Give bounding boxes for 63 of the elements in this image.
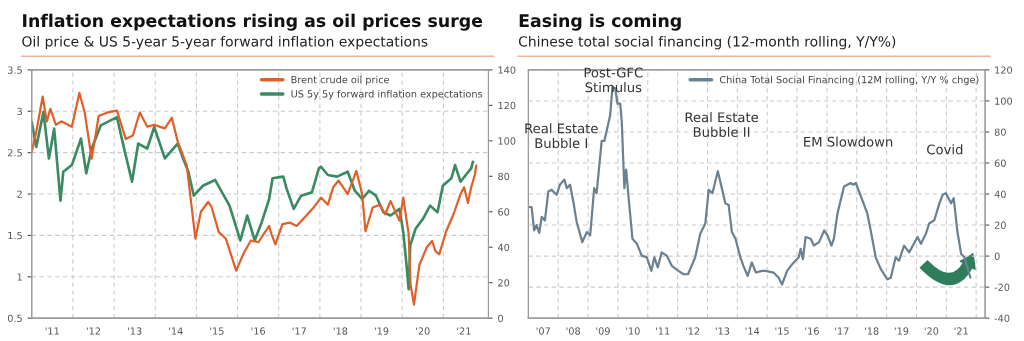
y2-tick-label: 0	[498, 314, 504, 322]
x-tick-label: '18	[333, 327, 348, 335]
y-tick-label: 3.5	[8, 66, 22, 74]
y2-tick-label: 20	[994, 221, 1006, 229]
x-tick-label: '12	[86, 327, 101, 335]
legend-label: Brent crude oil price	[291, 75, 389, 86]
x-tick-label: '11	[656, 327, 670, 335]
chart-subtitle: Chinese total social financing (12-month rolling, Y/Y%)	[518, 35, 896, 50]
y2-tick-label: 40	[994, 190, 1006, 198]
y2-tick-label: 80	[498, 172, 510, 181]
x-tick-label: '16	[805, 327, 819, 335]
y2-tick-label: 60	[498, 208, 510, 216]
chart-subtitle: Oil price & US 5-year 5-year forward inflation expectations	[22, 35, 428, 50]
y2-tick-label: 0	[994, 252, 1000, 260]
y-tick-label: 0.5	[7, 314, 22, 322]
y2-tick-label: -20	[994, 283, 1010, 291]
x-tick-label: '14	[745, 327, 760, 335]
x-tick-label: '10	[626, 327, 640, 335]
y2-tick-label: 100	[995, 97, 1013, 105]
x-tick-label: '12	[685, 327, 700, 335]
x-tick-label: '21	[954, 327, 968, 335]
y2-tick-label: 40	[497, 243, 510, 252]
y2-tick-label: 20	[498, 279, 510, 287]
y2-tick-label: 100	[498, 137, 516, 145]
y-tick-label: 2	[17, 190, 22, 198]
x-tick-label: '13	[715, 327, 730, 335]
y-tick-label: 1	[17, 273, 22, 281]
y2-tick-label: 120	[995, 66, 1013, 74]
annotation: Real Estate Bubble I	[525, 123, 598, 149]
annotation: EM Slowdown	[804, 136, 893, 147]
annotation: Post-GFC Stimulus	[584, 67, 643, 93]
line-series	[31, 110, 475, 291]
x-tick-label: '14	[169, 327, 183, 335]
x-tick-label: '21	[457, 327, 471, 335]
legend-label: US 5y 5y forward inflation expectations	[291, 90, 483, 100]
x-tick-label: '20	[924, 327, 939, 335]
x-tick-label: '08	[566, 327, 581, 335]
y2-tick-label: 80	[994, 128, 1006, 136]
y2-tick-label: 140	[498, 66, 516, 74]
y-tick-label: 1.5	[8, 232, 22, 240]
y-tick-label: 2.5	[7, 149, 22, 157]
x-tick-label: '07	[536, 327, 550, 335]
y2-tick-label: 60	[994, 159, 1006, 167]
x-tick-label: '17	[292, 327, 306, 335]
annotation: Real Estate Bubble II	[685, 111, 759, 137]
y-tick-label: 3	[17, 107, 22, 116]
annotation: Covid	[927, 144, 963, 155]
x-tick-label: '11	[45, 327, 59, 335]
x-tick-label: '15	[210, 327, 224, 335]
x-tick-label: '13	[128, 327, 142, 335]
x-tick-label: '15	[775, 327, 789, 335]
chart-title: Easing is coming	[519, 13, 681, 31]
x-tick-label: '20	[416, 327, 430, 335]
y2-tick-label: 120	[498, 101, 516, 110]
x-tick-label: '16	[251, 327, 266, 335]
x-tick-label: '18	[865, 327, 879, 335]
legend-label: China Total Social Financing (12M rolling, Y/Y % chge)	[719, 75, 979, 86]
x-tick-label: '17	[835, 327, 849, 335]
y2-tick-label: -40	[994, 314, 1010, 322]
x-tick-label: '19	[894, 327, 909, 335]
x-tick-label: '09	[596, 327, 610, 335]
x-tick-label: '19	[374, 327, 389, 335]
chart-title: Inflation expectations rising as oil prices surge	[23, 13, 483, 31]
